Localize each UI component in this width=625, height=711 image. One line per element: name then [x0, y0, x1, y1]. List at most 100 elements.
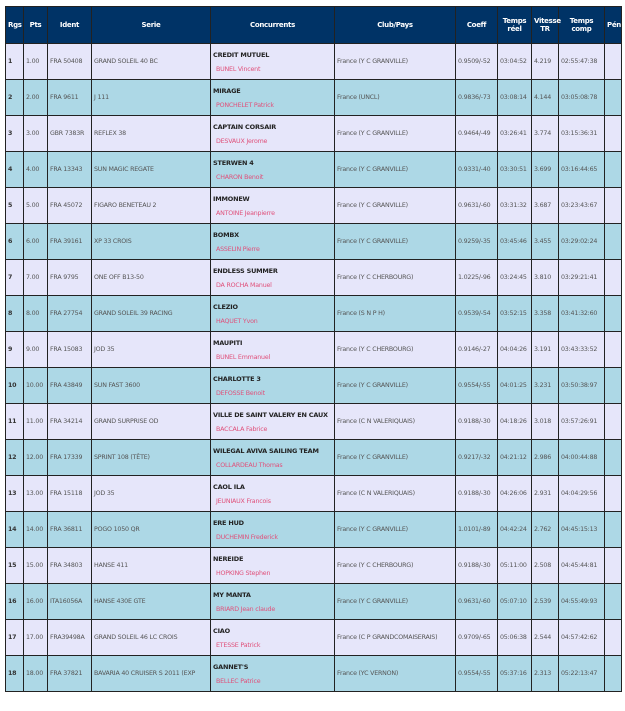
skipper-name[interactable]: PONCHELET Patrick: [216, 101, 274, 109]
skipper-name[interactable]: BACCALA Fabrice: [216, 425, 268, 433]
table-row[interactable]: 13 13.00 FRA 15118 JOD 35 CAOL ILA JEUNIAUX F…: [5, 475, 622, 512]
skipper-name[interactable]: COLLARDEAU Thomas: [216, 461, 283, 469]
table-row[interactable]: 2 2.00 FRA 9611 J 111 MIRAGE PONCHELET Patric…: [5, 79, 622, 116]
points-cell: 6.00: [23, 223, 48, 260]
table-row[interactable]: 18 18.00 FRA 37821 BAVARIA 40 CRUISER S 201…: [5, 655, 622, 692]
vitesse-cell: 3.810: [531, 259, 559, 296]
header-club[interactable]: Club/Pays: [334, 6, 456, 44]
boat-name: WILEGAL AVIVA SAILING TEAM: [213, 446, 319, 455]
table-row[interactable]: 11 11.00 FRA 34214 GRAND SURPRISE OD VILLE D…: [5, 403, 622, 440]
skipper-name[interactable]: BELLEC Patrice: [216, 677, 261, 685]
coeff-cell: 0.9146/-27: [455, 331, 498, 368]
club-cell: France (Y C GRANVILLE): [334, 367, 456, 404]
table-row[interactable]: 6 6.00 FRA 39161 XP 33 CROIS BOMBX ASSELIN Pi…: [5, 223, 622, 260]
boat-name: CHARLOTTE 3: [213, 374, 261, 383]
table-row[interactable]: 15 15.00 FRA 34803 HANSE 411 NEREIDE HOPKING …: [5, 547, 622, 584]
penalty-cell: [604, 151, 622, 188]
coeff-cell: 0.9259/-35: [455, 223, 498, 260]
header-pen[interactable]: Pén: [604, 6, 622, 44]
coeff-cell: 0.9554/-55: [455, 655, 498, 692]
temps-comp-cell: 04:45:44:81: [558, 547, 605, 584]
coeff-cell: 0.9188/-30: [455, 547, 498, 584]
boat-name: NEREIDE: [213, 554, 244, 563]
header-coeff[interactable]: Coeff: [455, 6, 498, 44]
rank-cell: 17: [5, 619, 24, 656]
concurrent-cell: BOMBX ASSELIN Pierre: [210, 223, 335, 260]
points-cell: 15.00: [23, 547, 48, 584]
skipper-name[interactable]: BUNEL Vincent: [216, 65, 261, 73]
table-row[interactable]: 17 17.00 FRA39498A GRAND SOLEIL 46 LC CROIS…: [5, 619, 622, 656]
concurrent-cell: CAPTAIN CORSAIR DESVAUX Jerome: [210, 115, 335, 152]
concurrent-cell: CHARLOTTE 3 DEFOSSE Benoit: [210, 367, 335, 404]
temps-reel-cell: 05:06:38: [497, 619, 532, 656]
points-cell: 13.00: [23, 475, 48, 512]
table-row[interactable]: 14 14.00 FRA 36811 POGO 1050 QR ERE HUD DUCHE…: [5, 511, 622, 548]
skipper-name[interactable]: CHARON Benoit: [216, 173, 264, 181]
header-rgs[interactable]: Rgs: [5, 6, 24, 44]
serie-cell: BAVARIA 40 CRUISER S 2011 (EXP: [91, 655, 211, 692]
club-cell: France (Y C GRANVILLE): [334, 43, 456, 80]
points-cell: 7.00: [23, 259, 48, 296]
skipper-name[interactable]: DESVAUX Jerome: [216, 137, 268, 145]
serie-cell: SPRINT 108 (TÊTE): [91, 439, 211, 476]
skipper-name[interactable]: ASSELIN Pierre: [216, 245, 260, 253]
serie-cell: SUN MAGIC REGATE: [91, 151, 211, 188]
coeff-cell: 1.0225/-96: [455, 259, 498, 296]
skipper-name[interactable]: HOPKING Stephen: [216, 569, 271, 577]
skipper-name[interactable]: DA ROCHA Manuel: [216, 281, 272, 289]
table-row[interactable]: 9 9.00 FRA 15083 JOD 35 MAUPITI BUNEL Emmanue…: [5, 331, 622, 368]
coeff-cell: 1.0101/-89: [455, 511, 498, 548]
table-row[interactable]: 1 1.00 FRA 50408 GRAND SOLEIL 40 BC CREDIT M…: [5, 43, 622, 80]
skipper-name[interactable]: ETESSE Patrick: [216, 641, 261, 649]
table-row[interactable]: 7 7.00 FRA 9795 ONE OFF B13-50 ENDLESS SUMME…: [5, 259, 622, 296]
temps-reel-cell: 03:45:46: [497, 223, 532, 260]
temps-reel-cell: 03:31:32: [497, 187, 532, 224]
concurrent-cell: CAOL ILA JEUNIAUX Francois: [210, 475, 335, 512]
penalty-cell: [604, 367, 622, 404]
table-row[interactable]: 10 10.00 FRA 43849 SUN FAST 3600 CHARLOTTE 3…: [5, 367, 622, 404]
header-vitesse[interactable]: Vitesse TR: [531, 6, 561, 44]
concurrent-cell: NEREIDE HOPKING Stephen: [210, 547, 335, 584]
vitesse-cell: 2.931: [531, 475, 559, 512]
table-row[interactable]: 8 8.00 FRA 27754 GRAND SOLEIL 39 RACING CLEZ…: [5, 295, 622, 332]
penalty-cell: [604, 115, 622, 152]
coeff-cell: 0.9188/-30: [455, 403, 498, 440]
skipper-name[interactable]: DUCHEMIN Frederick: [216, 533, 278, 541]
temps-comp-cell: 03:16:44:65: [558, 151, 605, 188]
header-temps-reel[interactable]: Temps réel: [497, 6, 532, 44]
concurrent-cell: CLEZIO HAQUET Yvon: [210, 295, 335, 332]
ident-cell: ITA16056A: [47, 583, 92, 620]
club-cell: France (C N VALERIQUAIS): [334, 403, 456, 440]
header-pts[interactable]: Pts: [23, 6, 48, 44]
table-row[interactable]: 16 16.00 ITA16056A HANSE 430E GTE MY MANTA BR…: [5, 583, 622, 620]
vitesse-cell: 3.231: [531, 367, 559, 404]
ident-cell: FRA 43849: [47, 367, 92, 404]
concurrent-cell: STERWEN 4 CHARON Benoit: [210, 151, 335, 188]
skipper-name[interactable]: ANTOINE Jeanpierre: [216, 209, 275, 217]
penalty-cell: [604, 655, 622, 692]
club-cell: France (Y C CHERBOURG): [334, 331, 456, 368]
coeff-cell: 0.9631/-60: [455, 187, 498, 224]
header-ident[interactable]: Ident: [47, 6, 92, 44]
rank-cell: 10: [5, 367, 24, 404]
header-temps-comp[interactable]: Temps comp: [558, 6, 605, 44]
header-concurrents[interactable]: Concurrents: [210, 6, 335, 44]
skipper-name[interactable]: JEUNIAUX Francois: [216, 497, 271, 505]
temps-reel-cell: 04:18:26: [497, 403, 532, 440]
points-cell: 3.00: [23, 115, 48, 152]
skipper-name[interactable]: HAQUET Yvon: [216, 317, 258, 325]
skipper-name[interactable]: DEFOSSE Benoit: [216, 389, 265, 397]
table-row[interactable]: 5 5.00 FRA 45072 FIGARO BENETEAU 2 IMMONEW AN…: [5, 187, 622, 224]
club-cell: France (Y C GRANVILLE): [334, 151, 456, 188]
temps-reel-cell: 05:11:00: [497, 547, 532, 584]
header-serie[interactable]: Serie: [91, 6, 211, 44]
ident-cell: FRA 39161: [47, 223, 92, 260]
points-cell: 17.00: [23, 619, 48, 656]
table-row[interactable]: 3 3.00 GBR 7383R REFLEX 38 CAPTAIN CORSAIR DE…: [5, 115, 622, 152]
penalty-cell: [604, 511, 622, 548]
penalty-cell: [604, 619, 622, 656]
skipper-name[interactable]: BUNEL Emmanuel: [216, 353, 271, 361]
skipper-name[interactable]: BRIARD Jean claude: [216, 605, 275, 613]
table-row[interactable]: 12 12.00 FRA 17339 SPRINT 108 (TÊTE) WILEGAL…: [5, 439, 622, 476]
table-row[interactable]: 4 4.00 FRA 13343 SUN MAGIC REGATE STERWEN 4 C…: [5, 151, 622, 188]
